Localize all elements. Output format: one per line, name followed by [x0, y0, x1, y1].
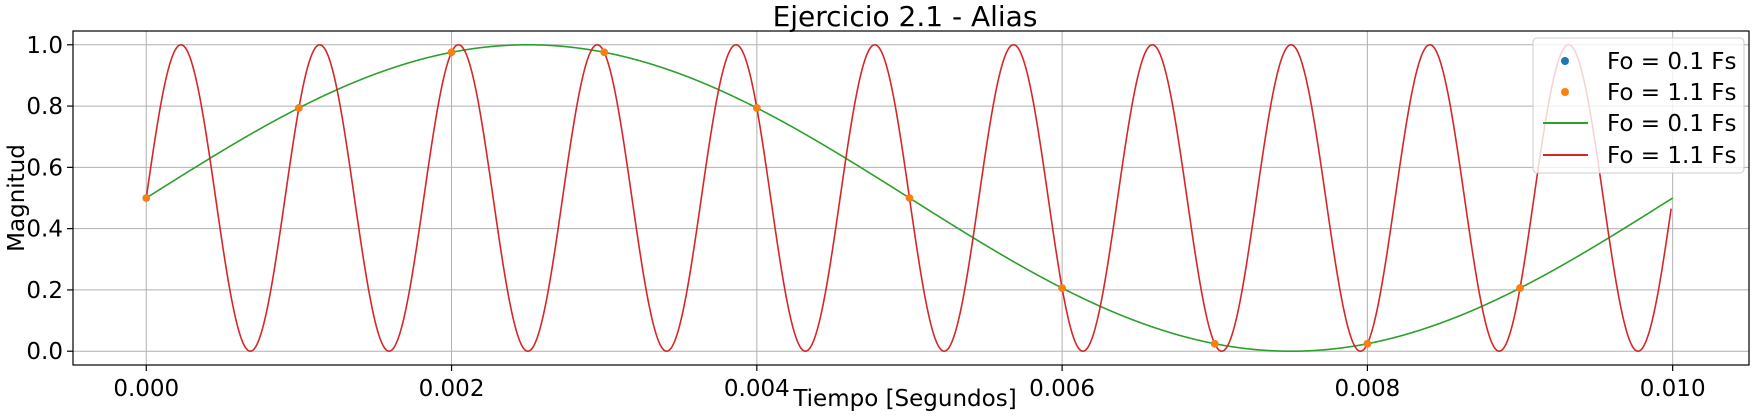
- data-point-orange: [1210, 340, 1219, 348]
- chart-title: Ejercicio 2.1 - Alias: [773, 0, 1038, 33]
- data-point-orange: [1516, 284, 1524, 292]
- y-tick-label: 1.0: [26, 33, 63, 59]
- data-point-orange: [295, 104, 303, 112]
- plot-area: [142, 43, 1674, 353]
- legend-label-1: Fo = 0.1 Fs: [1607, 49, 1736, 75]
- legend-label-4: Fo = 1.1 Fs: [1607, 143, 1736, 169]
- x-tick-label: 0.008: [1334, 376, 1400, 402]
- legend-marker-blue: [1561, 57, 1569, 65]
- legend-label-3: Fo = 0.1 Fs: [1607, 111, 1736, 137]
- data-point-orange: [753, 104, 761, 112]
- y-axis-ticks: 0.0 0.2 0.4 0.6 0.8 1.0: [26, 33, 73, 365]
- series-line-red: [145, 43, 1672, 353]
- legend-label-2: Fo = 1.1 Fs: [1607, 80, 1736, 106]
- data-point-orange: [1058, 284, 1066, 292]
- x-axis-ticks: 0.000 0.002 0.004 0.006 0.008 0.010: [113, 365, 1706, 402]
- legend-box: [1532, 37, 1745, 174]
- legend: Fo = 0.1 Fs Fo = 1.1 Fs Fo = 0.1 Fs Fo =…: [1532, 37, 1745, 174]
- x-tick-label: 0.004: [724, 376, 790, 402]
- data-point-orange: [142, 194, 151, 202]
- y-tick-label: 0.4: [26, 217, 63, 243]
- data-point-orange: [1363, 340, 1372, 348]
- x-tick-label: 0.002: [419, 376, 485, 402]
- y-tick-label: 0.8: [26, 94, 63, 120]
- y-tick-label: 0.6: [26, 155, 63, 181]
- y-tick-label: 0.0: [26, 339, 63, 365]
- y-axis-label: Magnitud: [4, 144, 30, 252]
- x-tick-label: 0.000: [113, 376, 179, 402]
- x-tick-label: 0.006: [1029, 376, 1095, 402]
- data-point-orange: [447, 48, 456, 56]
- x-tick-label: 0.010: [1640, 376, 1706, 402]
- data-point-orange: [600, 48, 608, 56]
- x-axis-label: Tiempo [Segundos]: [792, 386, 1016, 412]
- plot-frame: [72, 30, 1750, 366]
- legend-marker-orange: [1561, 88, 1569, 96]
- data-point-orange: [905, 194, 914, 202]
- y-tick-label: 0.2: [26, 278, 63, 304]
